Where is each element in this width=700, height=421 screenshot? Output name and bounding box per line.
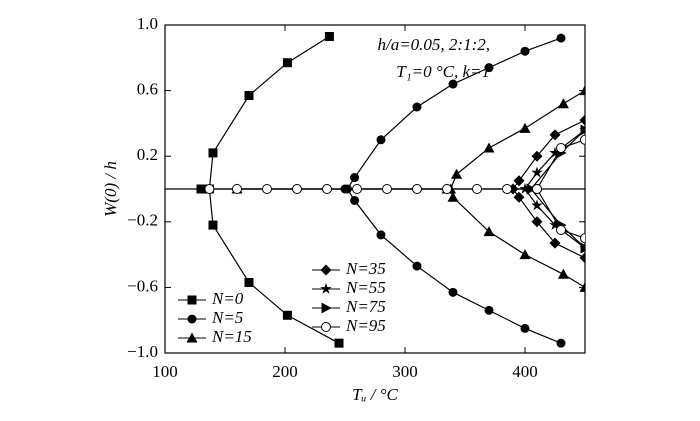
marker — [556, 143, 566, 153]
marker — [244, 91, 254, 101]
marker — [484, 305, 494, 315]
legend-marker — [320, 283, 332, 294]
marker — [376, 135, 386, 145]
marker — [549, 219, 561, 230]
y-tick-label: −1.0 — [127, 342, 158, 361]
marker — [447, 191, 459, 202]
marker — [531, 199, 543, 211]
marker — [448, 287, 458, 297]
x-tick-label: 400 — [512, 362, 538, 381]
marker — [513, 191, 525, 203]
legend-label: N=5 — [211, 308, 243, 327]
y-tick-label: −0.2 — [127, 211, 158, 230]
marker — [502, 184, 512, 194]
marker — [579, 114, 585, 126]
marker — [520, 46, 530, 56]
plot-area — [196, 31, 585, 348]
marker — [282, 310, 292, 320]
marker — [549, 129, 561, 141]
marker — [513, 175, 525, 187]
marker — [412, 102, 422, 112]
marker — [442, 184, 452, 194]
marker — [334, 338, 344, 348]
y-tick-label: 1.0 — [137, 14, 158, 33]
marker — [382, 184, 392, 194]
legend-label: N=75 — [345, 297, 386, 316]
marker — [412, 184, 422, 194]
marker — [556, 338, 566, 348]
y-axis-label: W(0) / h — [101, 161, 120, 217]
legend-label: N=95 — [345, 316, 386, 335]
x-tick-label: 200 — [272, 362, 298, 381]
legend-marker — [320, 264, 332, 276]
legend-label: N=0 — [211, 289, 244, 308]
marker — [556, 225, 566, 235]
marker — [549, 237, 561, 249]
marker — [580, 233, 585, 244]
marker — [232, 184, 242, 194]
x-axis-label: Tᵤ / °C — [352, 385, 398, 404]
marker — [292, 184, 302, 194]
y-tick-label: −0.6 — [127, 276, 158, 295]
marker — [208, 220, 218, 230]
legend-label: N=35 — [345, 259, 386, 278]
marker — [580, 124, 585, 136]
legend-marker — [187, 314, 197, 324]
marker — [483, 226, 495, 237]
legend-label: N=55 — [345, 278, 386, 297]
marker — [204, 184, 215, 194]
marker — [484, 63, 494, 73]
marker — [376, 230, 386, 240]
marker — [322, 184, 332, 194]
marker — [519, 249, 531, 260]
marker — [324, 31, 334, 41]
marker — [196, 184, 206, 194]
marker — [208, 148, 218, 158]
marker — [412, 261, 422, 271]
x-tick-label: 100 — [152, 362, 178, 381]
legend-marker — [321, 302, 332, 314]
marker — [531, 216, 543, 228]
marker — [557, 268, 569, 279]
marker — [579, 281, 585, 292]
marker — [448, 79, 458, 89]
marker — [531, 150, 543, 162]
marker — [350, 195, 360, 205]
marker — [549, 146, 561, 158]
legend-label: N=15 — [211, 327, 252, 346]
marker — [519, 122, 531, 133]
x-tick-label: 300 — [392, 362, 418, 381]
marker — [244, 277, 254, 287]
annotation: h/a=0.05, 2:1:2, — [377, 35, 490, 54]
marker — [579, 85, 585, 96]
marker — [352, 184, 362, 194]
marker — [472, 184, 482, 194]
annotation: T₁=0 °C, k=1 — [396, 62, 490, 81]
marker — [580, 242, 585, 254]
marker — [282, 58, 292, 68]
marker — [451, 168, 463, 179]
marker — [557, 98, 569, 109]
marker — [350, 173, 360, 183]
marker — [520, 323, 530, 333]
marker — [262, 184, 272, 194]
marker — [556, 33, 566, 43]
marker — [579, 252, 585, 264]
marker — [532, 184, 542, 194]
legend-marker — [321, 322, 331, 332]
marker — [483, 142, 495, 153]
marker — [531, 166, 543, 178]
legend-marker — [187, 295, 197, 305]
legend-marker — [186, 332, 198, 343]
y-tick-label: 0.2 — [137, 145, 158, 164]
marker — [580, 134, 585, 145]
y-tick-label: 0.6 — [137, 80, 158, 99]
